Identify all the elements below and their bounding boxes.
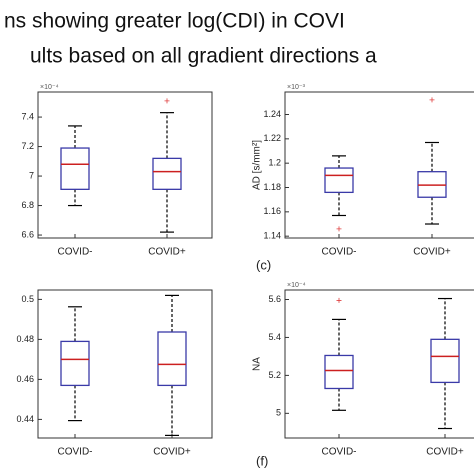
- y-tick-label: 1.24: [263, 109, 281, 119]
- axis-exponent: ×10⁻⁴: [40, 84, 59, 91]
- title-line: ns showing greater log(CDI) in COVI: [4, 10, 345, 33]
- box: [430, 338, 460, 384]
- outlier: [164, 98, 170, 104]
- y-tick-label: 0.46: [16, 374, 34, 384]
- y-axis-label: AD [s/mm²]: [252, 140, 263, 190]
- box: [60, 147, 90, 190]
- x-tick-label: COVID-: [322, 447, 357, 458]
- y-axis-label: NA: [252, 357, 263, 371]
- plot-frame: [284, 91, 474, 239]
- x-tick-label: COVID+: [153, 447, 191, 458]
- x-tick-label: COVID-: [58, 447, 93, 458]
- y-tick-label: 5.4: [268, 332, 281, 342]
- y-tick-label: 7.2: [21, 141, 34, 151]
- panel-label: (f): [256, 453, 268, 468]
- y-tick-label: 0.5: [21, 294, 34, 304]
- x-tick-label: COVID+: [148, 247, 186, 258]
- plot-frame: [284, 289, 474, 439]
- y-tick-label: 5.2: [268, 370, 281, 380]
- box: [157, 331, 187, 387]
- box: [152, 157, 182, 190]
- x-tick-label: COVID-: [58, 247, 93, 258]
- y-tick-label: 1.2: [268, 158, 281, 168]
- plot-frame: [37, 289, 213, 439]
- outlier: [336, 297, 342, 303]
- y-tick-label: 1.16: [263, 206, 281, 216]
- outlier: [336, 226, 342, 232]
- axis-exponent: ×10⁻⁴: [287, 282, 306, 289]
- y-tick-label: 7: [29, 170, 34, 180]
- y-tick-label: 5: [276, 408, 281, 418]
- y-tick-label: 5.6: [268, 294, 281, 304]
- title-line: ults based on all gradient directions a: [30, 45, 377, 68]
- box: [324, 167, 354, 194]
- y-tick-label: 0.44: [16, 414, 34, 424]
- panel-label: (c): [256, 257, 271, 272]
- y-tick-label: 1.18: [263, 182, 281, 192]
- plot-frame: [37, 91, 213, 239]
- y-tick-label: 1.14: [263, 231, 281, 241]
- x-tick-label: COVID+: [413, 247, 451, 258]
- y-tick-label: 6.6: [21, 229, 34, 239]
- box: [324, 354, 354, 390]
- y-tick-label: 7.4: [21, 111, 34, 121]
- x-tick-label: COVID+: [426, 447, 464, 458]
- box: [60, 340, 90, 387]
- y-tick-label: 1.22: [263, 133, 281, 143]
- y-tick-label: 0.48: [16, 334, 34, 344]
- axis-exponent: ×10⁻³: [287, 84, 306, 91]
- x-tick-label: COVID-: [322, 247, 357, 258]
- y-tick-label: 6.8: [21, 200, 34, 210]
- outlier: [429, 97, 435, 103]
